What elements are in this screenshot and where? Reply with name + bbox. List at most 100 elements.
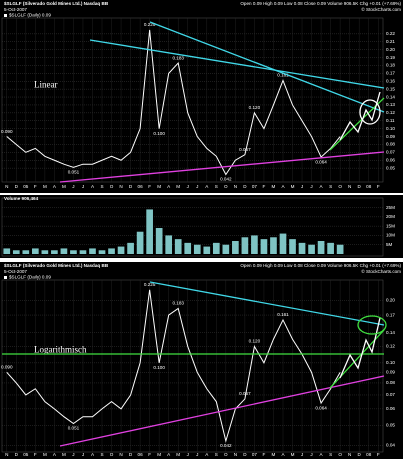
value-label: 0.183 bbox=[172, 301, 184, 306]
y-tick-label: 0.10 bbox=[386, 360, 395, 365]
credit: © StockCharts.com bbox=[361, 268, 401, 274]
y-tick-label: 20M bbox=[386, 214, 395, 219]
x-tick-label: N bbox=[5, 452, 8, 457]
x-tick-label: N bbox=[119, 184, 122, 189]
x-tick-label: O bbox=[338, 184, 342, 189]
x-tick-label: J bbox=[196, 452, 198, 457]
x-tick-label: S bbox=[100, 184, 103, 189]
value-label: 0.090 bbox=[1, 129, 13, 134]
x-tick-label: O bbox=[110, 452, 114, 457]
x-tick-label: F bbox=[34, 184, 37, 189]
x-tick-label: A bbox=[91, 452, 95, 457]
volume-bar bbox=[98, 250, 106, 254]
x-tick-label: A bbox=[205, 452, 209, 457]
volume-bar bbox=[12, 250, 20, 254]
x-tick-label: A bbox=[320, 452, 324, 457]
y-tick-label: 0.19 bbox=[386, 55, 395, 60]
value-label: 0.183 bbox=[172, 55, 184, 60]
x-tick-label: J bbox=[82, 184, 84, 189]
chart-panel: 5M 10M 15M 20M 25M Volume 906,464 bbox=[1, 196, 395, 257]
value-label: 0.064 bbox=[315, 159, 327, 164]
volume-bar bbox=[41, 250, 49, 254]
volume-bar bbox=[155, 228, 163, 254]
volume-bar bbox=[336, 244, 344, 254]
x-tick-label: A bbox=[53, 452, 57, 457]
y-tick-label: 0.13 bbox=[386, 102, 395, 107]
x-tick-label: O bbox=[224, 452, 228, 457]
y-tick-label: 0.07 bbox=[386, 392, 395, 397]
trend-line bbox=[89, 39, 385, 89]
value-label: 0.051 bbox=[68, 426, 80, 431]
y-tick-label: 0.18 bbox=[386, 63, 395, 68]
volume-bar bbox=[32, 248, 39, 254]
x-tick-label: F bbox=[148, 184, 151, 189]
x-tick-label: M bbox=[43, 184, 47, 189]
x-tick-label: A bbox=[205, 184, 209, 189]
x-tick-label: S bbox=[329, 452, 332, 457]
panel-title: $SLGLF (Silverado Gold Mines Ltd.) Nasda… bbox=[4, 263, 109, 268]
x-tick-label: 05 bbox=[23, 184, 29, 189]
y-tick-label: 0.09 bbox=[386, 134, 395, 139]
legend-swatch bbox=[4, 276, 7, 279]
x-tick-label: M bbox=[157, 452, 161, 457]
x-tick-label: S bbox=[100, 452, 103, 457]
value-label: 0.120 bbox=[249, 339, 261, 344]
x-tick-label: M bbox=[272, 452, 276, 457]
x-tick-label: J bbox=[310, 184, 312, 189]
value-label: 0.225 bbox=[144, 22, 156, 27]
y-tick-label: 0.06 bbox=[386, 406, 395, 411]
x-tick-label: S bbox=[329, 184, 332, 189]
panel-label: Logarithmisch bbox=[34, 344, 87, 354]
x-tick-label: 06 bbox=[138, 184, 144, 189]
date: 5-Oct-2007 bbox=[4, 269, 27, 274]
legend-label: $SLGLF (Daily) 0.09 bbox=[9, 275, 51, 280]
x-tick-label: F bbox=[148, 452, 151, 457]
volume-bar bbox=[51, 250, 58, 254]
date: 5-Oct-2007 bbox=[4, 7, 27, 12]
volume-bar bbox=[184, 242, 192, 254]
legend-label: $SLGLF (Daily) 0.09 bbox=[9, 13, 51, 18]
value-label: 0.161 bbox=[277, 73, 289, 78]
x-tick-label: F bbox=[263, 452, 266, 457]
volume-bar bbox=[251, 235, 258, 254]
x-tick-label: A bbox=[91, 184, 95, 189]
value-label: 0.120 bbox=[249, 105, 261, 110]
value-label: 0.067 bbox=[239, 147, 251, 152]
highlight bbox=[359, 99, 381, 125]
volume-bar bbox=[203, 246, 211, 254]
trend-line bbox=[329, 97, 385, 151]
x-tick-label: D bbox=[243, 184, 247, 189]
x-tick-label: J bbox=[196, 184, 198, 189]
y-tick-label: 0.07 bbox=[386, 150, 395, 155]
x-tick-label: F bbox=[34, 452, 37, 457]
trend-line bbox=[59, 151, 385, 183]
price-info: Open 0.09 High 0.09 Low 0.08 Close 0.09 … bbox=[240, 263, 401, 268]
y-tick-label: 25M bbox=[386, 205, 395, 210]
volume-bar bbox=[308, 244, 315, 254]
x-tick-label: N bbox=[234, 452, 237, 457]
volume-bar bbox=[279, 233, 287, 254]
y-tick-label: 0.05 bbox=[386, 165, 395, 170]
value-label: 0.042 bbox=[220, 443, 232, 448]
value-label: 0.100 bbox=[153, 131, 165, 136]
x-tick-label: J bbox=[187, 184, 189, 189]
x-tick-label: J bbox=[72, 184, 74, 189]
x-tick-label: O bbox=[338, 452, 342, 457]
volume-bar bbox=[222, 244, 230, 254]
volume-bar bbox=[232, 241, 239, 254]
x-tick-label: 05 bbox=[23, 452, 29, 457]
credit: © StockCharts.com bbox=[361, 6, 401, 12]
x-tick-label: 08 bbox=[366, 184, 372, 189]
y-tick-label: 0.14 bbox=[386, 94, 395, 99]
value-label: 0.100 bbox=[153, 365, 165, 370]
volume-bar bbox=[270, 237, 277, 254]
x-tick-label: A bbox=[53, 184, 57, 189]
projection bbox=[339, 317, 381, 379]
trend-line bbox=[149, 21, 385, 113]
volume-bar bbox=[193, 244, 201, 254]
x-tick-label: 08 bbox=[366, 452, 372, 457]
price-line bbox=[6, 29, 341, 176]
y-tick-label: 0.20 bbox=[386, 298, 395, 303]
panel-title: $SLGLF (Silverado Gold Mines Ltd.) Nasda… bbox=[4, 1, 109, 6]
value-label: 0.161 bbox=[277, 312, 289, 317]
